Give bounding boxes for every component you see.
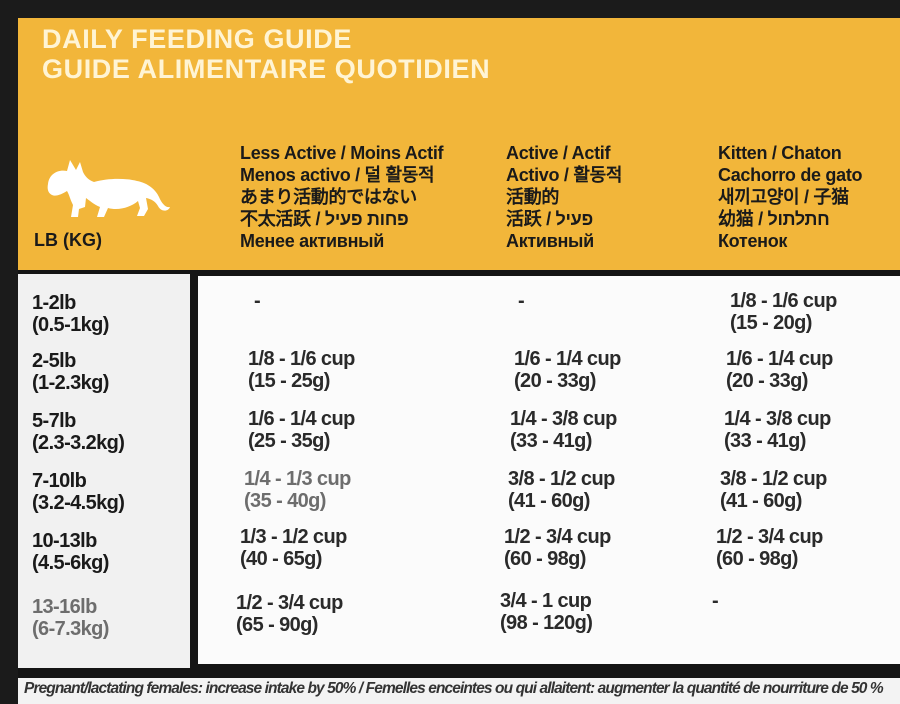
table-cell-active: 3/8 - 1/2 cup (41 - 60g) xyxy=(508,468,615,512)
column-header-line: Котенок xyxy=(718,231,788,251)
cup-amount: 1/6 - 1/4 cup xyxy=(514,348,621,370)
table-cell-less-active: 1/2 - 3/4 cup (65 - 90g) xyxy=(236,592,343,636)
weight-kg: (4.5-6kg) xyxy=(32,552,109,574)
weight-kg: (1-2.3kg) xyxy=(32,372,109,394)
cup-amount: 1/8 - 1/6 cup xyxy=(248,348,355,370)
cup-amount: 1/2 - 3/4 cup xyxy=(236,592,343,614)
gram-amount: (41 - 60g) xyxy=(720,490,802,512)
weight-kg: (2.3-3.2kg) xyxy=(32,432,125,454)
table-cell-kitten: 1/8 - 1/6 cup (15 - 20g) xyxy=(730,290,837,334)
column-header-active: Active / Actif Activo / 활동적 活動的 活跃 / פעי… xyxy=(506,142,622,252)
weight-lb: 13-16lb xyxy=(32,596,97,618)
cup-amount: 1/8 - 1/6 cup xyxy=(730,290,837,312)
table-cell-active: 3/4 - 1 cup (98 - 120g) xyxy=(500,590,593,634)
weight-lb: 7-10lb xyxy=(32,470,87,492)
footer-note-bar: Pregnant/lactating females: increase int… xyxy=(18,678,900,704)
weight-cell: 7-10lb (3.2-4.5kg) xyxy=(32,470,125,514)
column-header-line: 活動的 xyxy=(506,187,560,207)
weight-kg: (6-7.3kg) xyxy=(32,618,109,640)
column-header-line: Менее активный xyxy=(240,231,384,251)
gram-amount: (20 - 33g) xyxy=(514,370,596,392)
cup-amount: 1/2 - 3/4 cup xyxy=(504,526,611,548)
gram-amount: (25 - 35g) xyxy=(248,430,330,452)
column-header-line: Cachorro de gato xyxy=(718,165,863,185)
cup-amount: 3/4 - 1 cup xyxy=(500,590,592,612)
gram-amount: (15 - 25g) xyxy=(248,370,330,392)
cup-amount: 1/4 - 3/8 cup xyxy=(510,408,617,430)
table-cell-less-active: 1/6 - 1/4 cup (25 - 35g) xyxy=(248,408,355,452)
gram-amount: (98 - 120g) xyxy=(500,612,593,634)
weight-column: 1-2lb (0.5-1kg) 2-5lb (1-2.3kg) 5-7lb (2… xyxy=(18,274,190,668)
column-header-line: Menos activo / 덜 활동적 xyxy=(240,165,435,185)
table-cell-less-active: - xyxy=(254,290,261,312)
cup-amount: 1/3 - 1/2 cup xyxy=(240,526,347,548)
weight-kg: (3.2-4.5kg) xyxy=(32,492,125,514)
column-header-line: 새끼고양이 / 子猫 xyxy=(718,187,849,207)
table-cell-kitten: 1/2 - 3/4 cup (60 - 98g) xyxy=(716,526,823,570)
feeding-guide-panel: DAILY FEEDING GUIDE GUIDE ALIMENTAIRE QU… xyxy=(18,18,900,704)
gram-amount: (41 - 60g) xyxy=(508,490,590,512)
weight-lb: 1-2lb xyxy=(32,292,76,314)
cup-amount: 3/8 - 1/2 cup xyxy=(720,468,827,490)
cup-amount: 1/4 - 3/8 cup xyxy=(724,408,831,430)
column-header-line: 不太活跃 / פחות פעיל xyxy=(240,209,409,229)
table-cell-kitten: 1/4 - 3/8 cup (33 - 41g) xyxy=(724,408,831,452)
feeding-values-table: - - 1/8 - 1/6 cup (15 - 20g) 1/8 - 1/6 c… xyxy=(198,276,900,664)
table-cell-kitten: 1/6 - 1/4 cup (20 - 33g) xyxy=(726,348,833,392)
title-english: DAILY FEEDING GUIDE xyxy=(42,24,352,54)
cup-amount: 3/8 - 1/2 cup xyxy=(508,468,615,490)
cup-amount: 1/6 - 1/4 cup xyxy=(726,348,833,370)
column-header-line: Less Active / Moins Actif xyxy=(240,143,444,163)
table-cell-less-active: 1/3 - 1/2 cup (40 - 65g) xyxy=(240,526,347,570)
gram-amount: (33 - 41g) xyxy=(510,430,592,452)
title-french: GUIDE ALIMENTAIRE QUOTIDIEN xyxy=(42,54,491,84)
gram-amount: (65 - 90g) xyxy=(236,614,318,636)
weight-cell: 10-13lb (4.5-6kg) xyxy=(32,530,109,574)
table-cell-kitten: 3/8 - 1/2 cup (41 - 60g) xyxy=(720,468,827,512)
header-band: DAILY FEEDING GUIDE GUIDE ALIMENTAIRE QU… xyxy=(18,18,900,270)
weight-cell: 1-2lb (0.5-1kg) xyxy=(32,292,109,336)
cup-amount: 1/6 - 1/4 cup xyxy=(248,408,355,430)
cup-amount: 1/2 - 3/4 cup xyxy=(716,526,823,548)
table-cell-active: 1/6 - 1/4 cup (20 - 33g) xyxy=(514,348,621,392)
table-cell-active: 1/4 - 3/8 cup (33 - 41g) xyxy=(510,408,617,452)
cup-amount: 1/4 - 1/3 cup xyxy=(244,468,351,490)
column-header-line: あまり活動的ではない xyxy=(240,187,417,207)
weight-lb: 10-13lb xyxy=(32,530,97,552)
weight-cell: 13-16lb (6-7.3kg) xyxy=(32,596,109,640)
column-header-line: Kitten / Chaton xyxy=(718,143,842,163)
table-cell-active: 1/2 - 3/4 cup (60 - 98g) xyxy=(504,526,611,570)
gram-amount: (60 - 98g) xyxy=(716,548,798,570)
column-header-line: Active / Actif xyxy=(506,143,611,163)
column-header-less-active: Less Active / Moins Actif Menos activo /… xyxy=(240,142,444,252)
column-header-line: 幼猫 / חתלתול xyxy=(718,209,830,229)
pregnant-lactating-note: Pregnant/lactating females: increase int… xyxy=(24,680,884,697)
gram-amount: (33 - 41g) xyxy=(724,430,806,452)
weight-column-header: LB (KG) xyxy=(34,230,102,250)
column-header-line: Activo / 활동적 xyxy=(506,165,623,185)
table-cell-kitten: - xyxy=(712,590,719,612)
column-header-kitten: Kitten / Chaton Cachorro de gato 새끼고양이 /… xyxy=(718,142,863,252)
weight-lb: 5-7lb xyxy=(32,410,76,432)
weight-lb: 2-5lb xyxy=(32,350,76,372)
gram-amount: (15 - 20g) xyxy=(730,312,812,334)
gram-amount: (40 - 65g) xyxy=(240,548,322,570)
table-cell-less-active: 1/4 - 1/3 cup (35 - 40g) xyxy=(244,468,351,512)
weight-cell: 5-7lb (2.3-3.2kg) xyxy=(32,410,125,454)
table-cell-active: - xyxy=(518,290,525,312)
column-header-line: Активный xyxy=(506,231,594,251)
column-header-line: 活跃 / פעיל xyxy=(506,209,593,229)
weight-cell: 2-5lb (1-2.3kg) xyxy=(32,350,109,394)
cat-silhouette-icon xyxy=(47,160,170,217)
table-cell-less-active: 1/8 - 1/6 cup (15 - 25g) xyxy=(248,348,355,392)
weight-kg: (0.5-1kg) xyxy=(32,314,109,336)
gram-amount: (20 - 33g) xyxy=(726,370,808,392)
gram-amount: (60 - 98g) xyxy=(504,548,586,570)
gram-amount: (35 - 40g) xyxy=(244,490,326,512)
